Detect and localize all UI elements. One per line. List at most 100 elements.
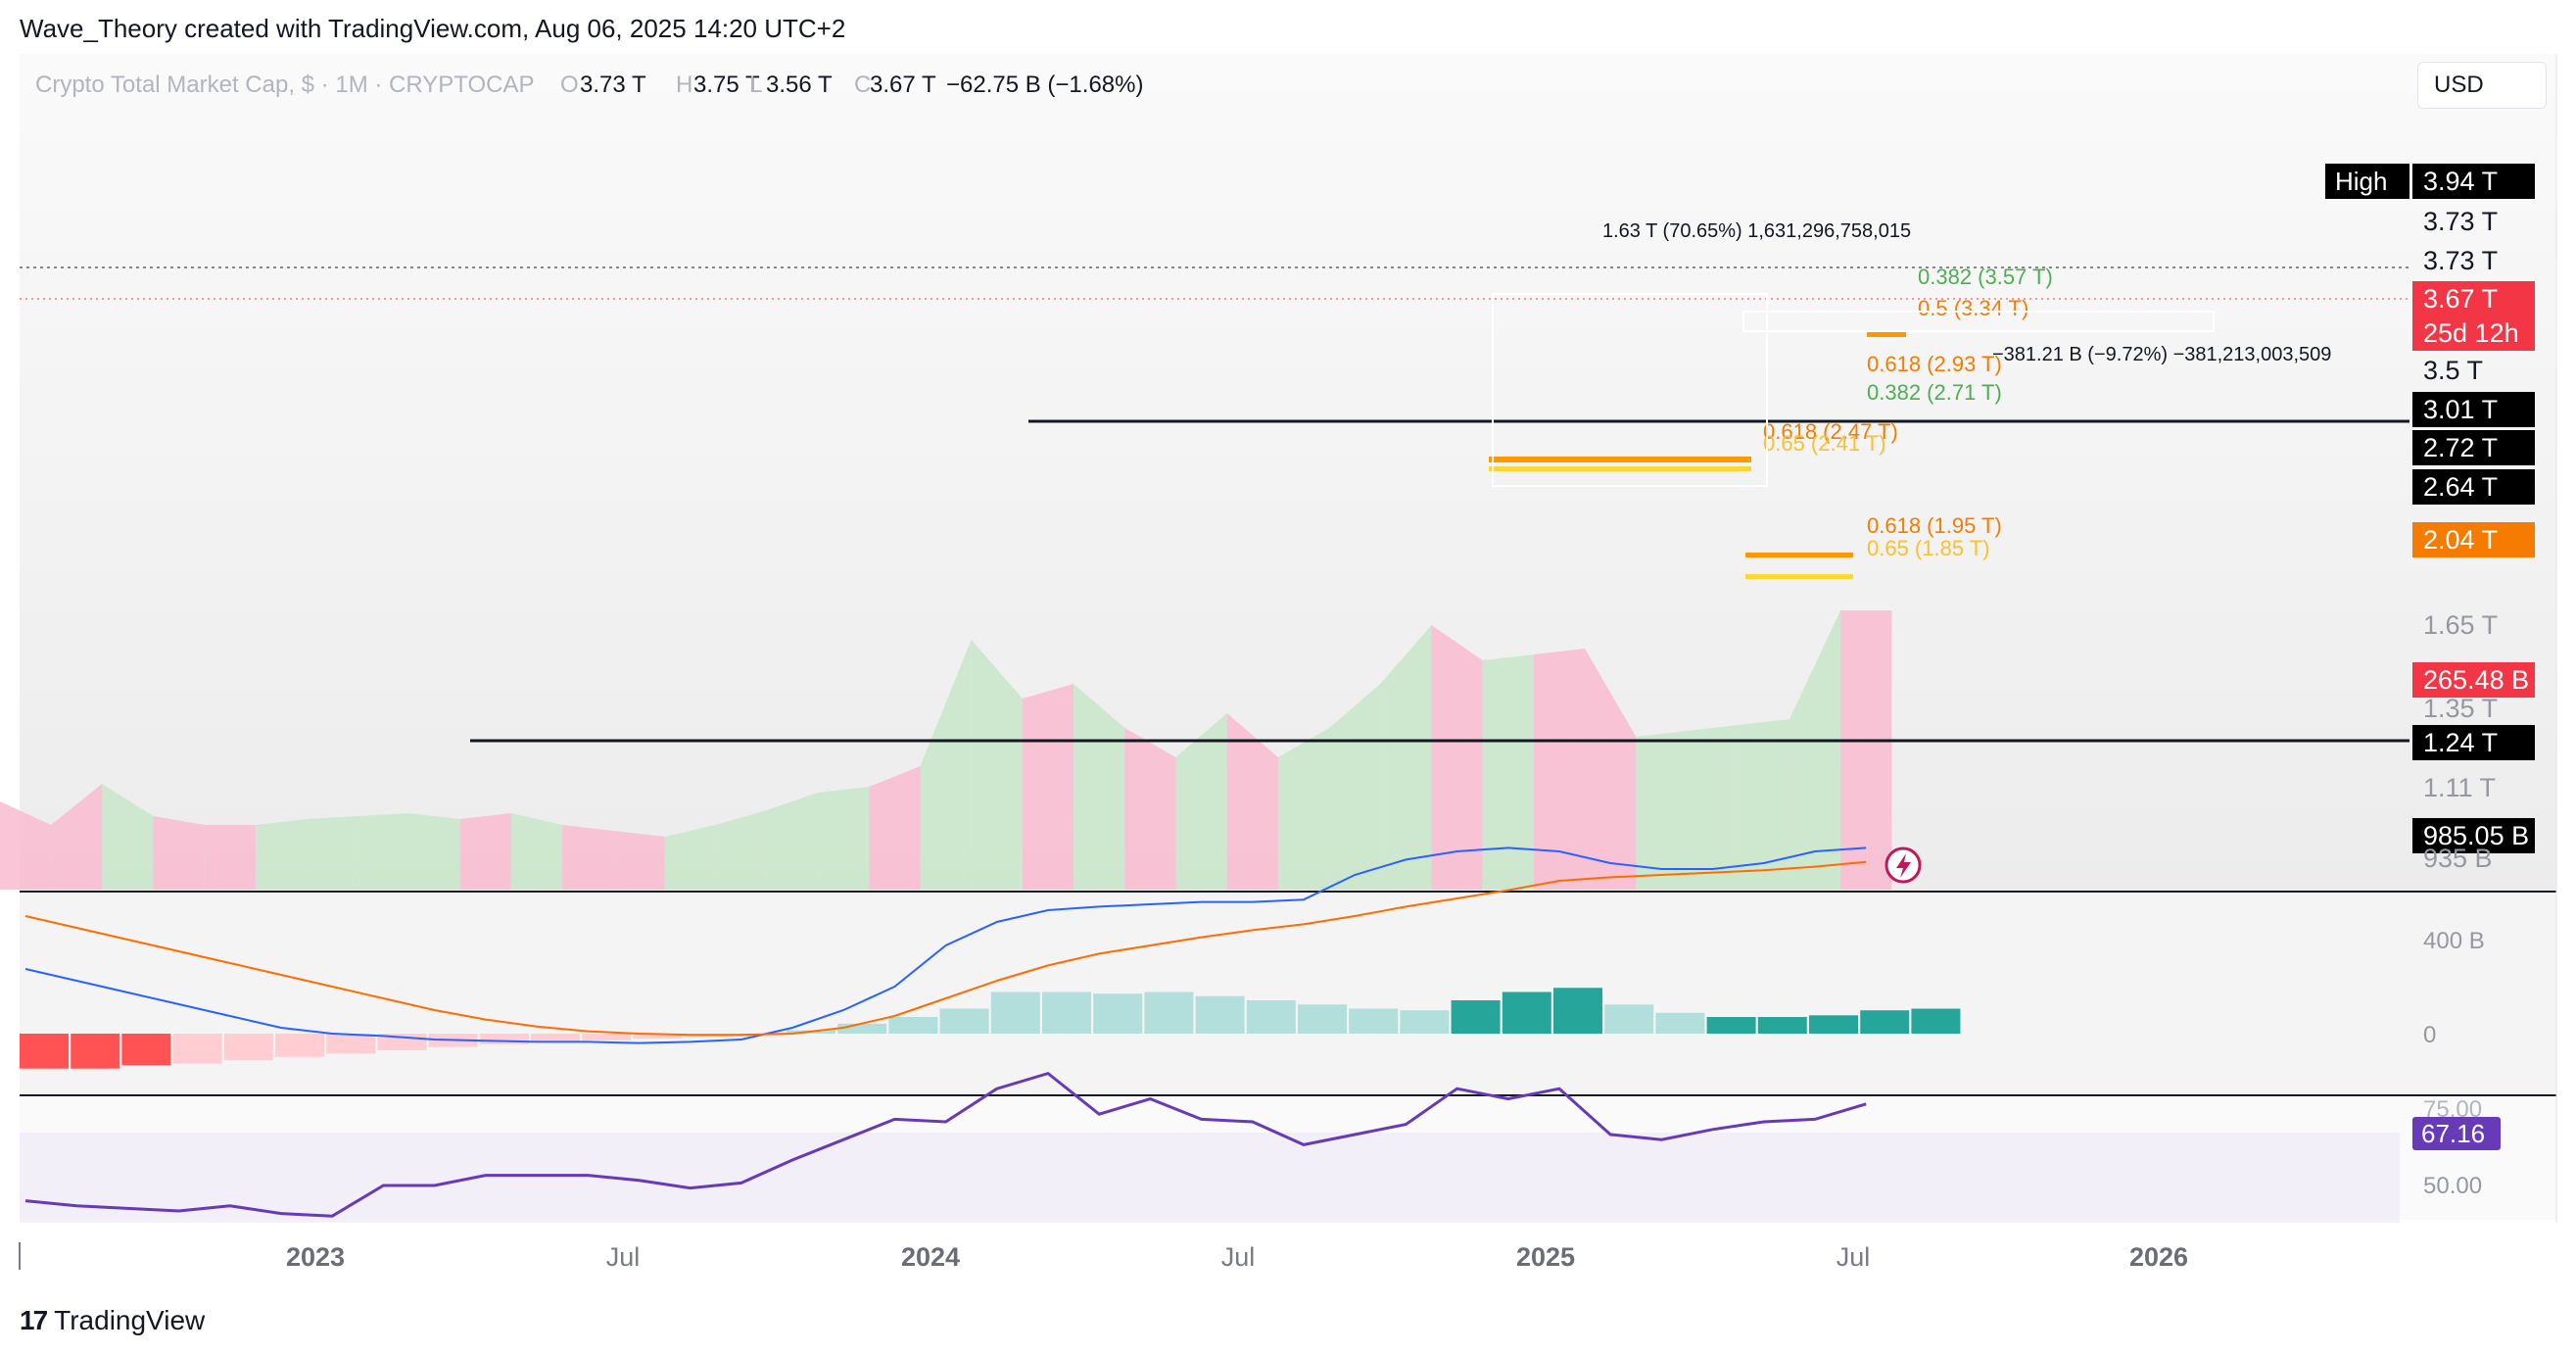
fib-label: 0.5 (3.34 T) [1918,296,2028,320]
macd-indicator: 400 B 0 [20,846,2485,1069]
price-label: 3.67 T [2423,284,2498,314]
volume-segment [715,810,767,890]
currency-button[interactable]: USD [2417,62,2547,109]
volume-segment [1277,728,1330,890]
macd-histogram-bar [1195,995,1245,1034]
volume-segment [1022,684,1074,890]
macd-histogram-bar [1246,1000,1296,1034]
chart-canvas[interactable]: 0.382 (3.57 T) 0.5 (3.34 T) 0.618 (2.93 T)… [0,49,2576,1291]
volume-segment [869,766,921,890]
tradingview-logo-text: TradingView [54,1305,206,1335]
rsi-value-badge [2412,1117,2501,1150]
price-label-bg [2412,430,2535,465]
volume-segment [1329,684,1381,890]
price-label: 2.64 T [2423,472,2498,502]
macd-histogram-bar [71,1034,120,1069]
macd-signal-line [24,860,1867,1037]
x-tick-label: 2026 [2129,1242,2188,1272]
volume-segment [1533,649,1586,890]
price-label: 935 B [2423,844,2493,873]
fib-label: 0.65 (2.41 T) [1763,431,1886,456]
price-label: 265.48 B [2423,665,2529,695]
horizontal-levels [20,266,2409,743]
x-tick-label: Jul [1221,1242,1256,1272]
macd-histogram-bar [1860,1010,1910,1034]
volume-segment [1226,713,1278,890]
legend-symbol: Crypto Total Market Cap, $ · 1M · CRYPTO… [35,72,535,98]
volume-segment [1073,684,1125,890]
volume-area [0,610,1892,890]
macd-histogram-bar [1144,991,1194,1034]
volume-segment [510,813,563,890]
legend-change: −62.75 B (−1.68%) [946,72,1143,98]
macd-histogram-bar [1553,988,1602,1034]
fib-label: 0.618 (2.93 T) [1867,352,2002,376]
macd-histogram-bar [223,1034,273,1061]
macd-histogram-bar [1093,993,1143,1034]
fib-label: 0.382 (3.57 T) [1918,265,2053,289]
volume-segment [1687,725,1739,890]
macd-histogram-bar [479,1034,529,1045]
macd-histogram-bar [1604,1004,1654,1034]
macd-histogram-bar [1911,1008,1961,1034]
tradingview-logo[interactable]: 17 TradingView [20,1305,205,1336]
volume-segment [818,787,870,890]
fib-label: 0.65 (1.85 T) [1867,536,1990,560]
volume-segment [102,784,154,890]
volume-segment [1789,610,1841,890]
rsi-value-label: 67.16 [2421,1119,2485,1148]
rsi-band [20,1133,2400,1223]
price-label: 25d 12h [2423,318,2519,348]
legend-high-label: H [676,72,692,98]
volume-segment [1124,728,1176,890]
macd-histogram-bar [1757,1017,1807,1034]
macd-histogram-bar [1042,991,1091,1034]
price-label-bg [2412,469,2535,505]
price-label-bg [2412,725,2535,760]
volume-segment [1175,713,1227,890]
volume-segment [562,825,614,890]
price-label-bg [2412,281,2535,316]
measure-down-label: −381.21 B (−9.72%) −381,213,003,509 [1992,344,2331,365]
alert-icon[interactable] [1884,846,1922,884]
price-label: 3.73 T [2423,246,2498,275]
volume-segment [1636,731,1688,890]
volume-segment [1585,649,1637,890]
volume-segment [613,831,665,890]
macd-histogram-bar [1706,1017,1756,1034]
fib-zone [1489,466,1751,471]
macd-histogram-bar [837,1023,887,1034]
price-label-bg [2412,522,2535,557]
x-tick-label: Jul [1837,1242,1871,1272]
legend-close: 3.67 T [870,72,936,98]
measure-up-label: 1.63 T (70.65%) 1,631,296,758,015 [1602,220,1911,242]
price-label: 3.94 T [2423,167,2498,196]
legend: Crypto Total Market Cap, $ · 1M · CRYPTO… [35,72,1143,98]
price-label-bg [2412,392,2535,427]
fib-zone [1745,553,1853,557]
price-label-caption: High [2335,167,2387,196]
fib-zone [1867,332,1906,337]
volume-segment [408,813,460,890]
price-label-bg [2412,818,2535,853]
macd-histogram-bar [1655,1012,1705,1034]
x-tick-label: Jul [606,1242,641,1272]
macd-histogram-bar [531,1034,580,1042]
price-label: 1.35 T [2423,694,2498,723]
macd-histogram-bar [633,1034,683,1040]
macd-histogram-bar [1502,991,1551,1034]
price-label-bg [2412,662,2535,698]
x-tick-label: 2023 [286,1242,345,1272]
macd-histogram-bar [275,1034,324,1057]
legend-low-label: L [749,72,762,98]
legend-high: 3.75 T [693,72,760,98]
chart-frame: 0.382 (3.57 T) 0.5 (3.34 T) 0.618 (2.93 T)… [0,49,2576,1291]
price-label: 2.72 T [2423,433,2498,462]
legend-open: 3.73 T [580,72,646,98]
volume-segment [1380,625,1432,890]
fib-label: 0.618 (2.47 T) [1763,419,1898,444]
macd-histogram-bar [121,1034,171,1066]
price-label: 1.65 T [2423,610,2498,640]
measure-box [1742,311,2215,332]
